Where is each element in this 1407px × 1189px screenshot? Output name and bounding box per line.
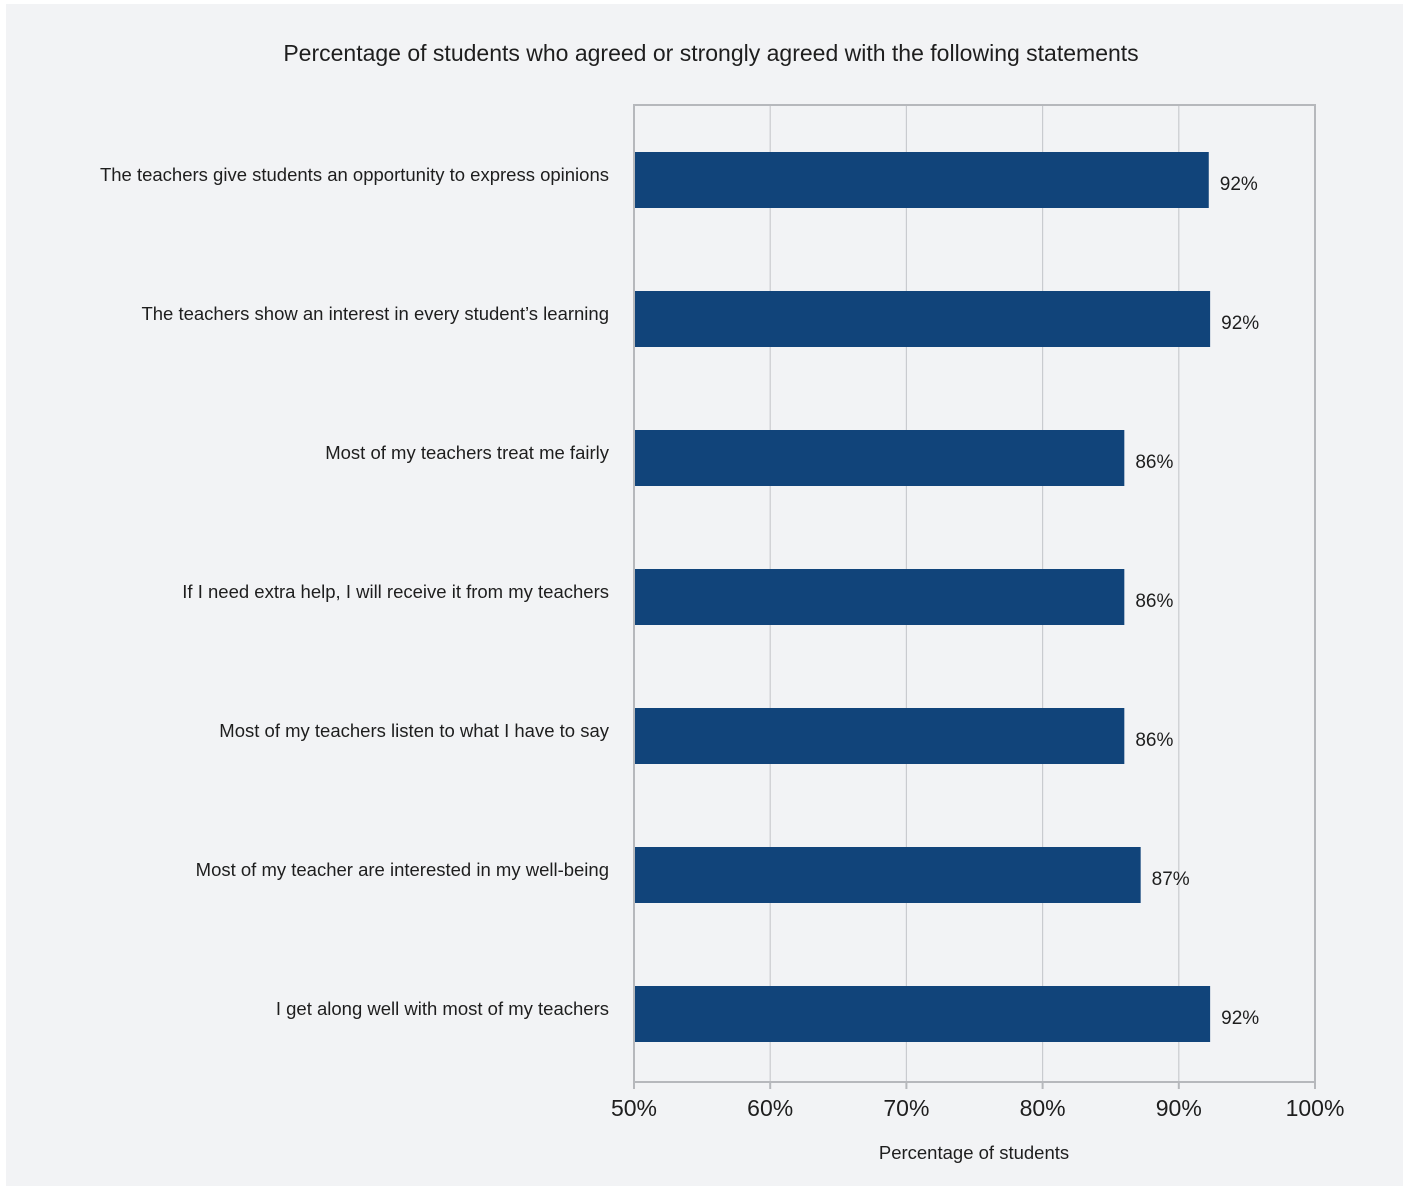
category-label: The teachers give students an opportunit… bbox=[100, 164, 609, 185]
plot-frame bbox=[633, 104, 1316, 1083]
bar[interactable] bbox=[635, 430, 1125, 486]
bar[interactable] bbox=[635, 986, 1211, 1042]
x-tick-label: 80% bbox=[1020, 1095, 1066, 1121]
bar[interactable] bbox=[635, 569, 1125, 625]
category-label: Most of my teachers listen to what I hav… bbox=[219, 720, 609, 741]
category-label: Most of my teacher are interested in my … bbox=[196, 859, 609, 880]
chart-title: Percentage of students who agreed or str… bbox=[283, 40, 1139, 66]
x-tick-label: 100% bbox=[1286, 1095, 1345, 1121]
bar-chart: 50% 60% 70% 80% 90% 100% Percentage of student… bbox=[100, 104, 1345, 1163]
chart-panel: Percentage of students who agreed or str… bbox=[6, 4, 1403, 1186]
x-axis-title: Percentage of students bbox=[879, 1142, 1069, 1163]
x-tick-label: 90% bbox=[1156, 1095, 1202, 1121]
data-label: 86% bbox=[1135, 591, 1173, 612]
bar[interactable] bbox=[635, 152, 1209, 208]
category-label: Most of my teachers treat me fairly bbox=[325, 442, 610, 463]
x-tick-label: 50% bbox=[611, 1095, 657, 1121]
bar[interactable] bbox=[635, 708, 1125, 764]
data-label: 86% bbox=[1135, 452, 1173, 473]
category-label: I get along well with most of my teacher… bbox=[276, 998, 609, 1019]
data-label: 92% bbox=[1220, 174, 1258, 195]
data-label: 87% bbox=[1152, 869, 1190, 890]
bar[interactable] bbox=[635, 847, 1141, 903]
x-tick-label: 60% bbox=[747, 1095, 793, 1121]
data-label: 92% bbox=[1221, 313, 1259, 334]
x-tick-label: 70% bbox=[883, 1095, 929, 1121]
bar[interactable] bbox=[635, 291, 1211, 347]
data-label: 92% bbox=[1221, 1008, 1259, 1029]
category-label: If I need extra help, I will receive it … bbox=[182, 581, 609, 602]
data-label: 86% bbox=[1135, 730, 1173, 751]
category-label: The teachers show an interest in every s… bbox=[141, 303, 609, 324]
